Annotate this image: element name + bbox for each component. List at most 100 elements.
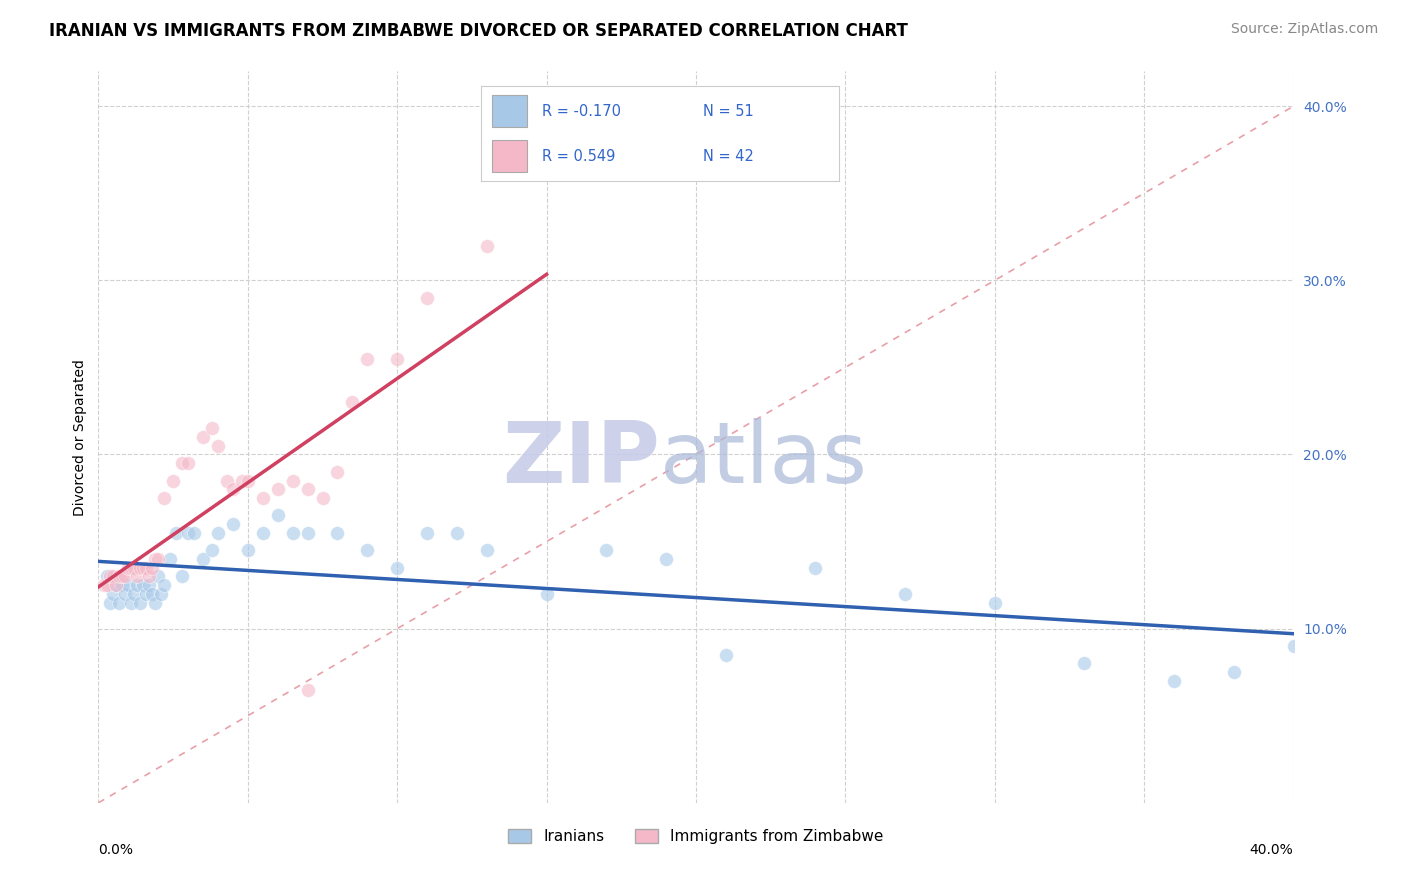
Point [114,587,136,601]
Point [297,682,319,697]
Point [281,525,304,540]
Point [356,543,378,558]
Point [138,578,160,592]
Point [894,587,917,601]
Point [135,587,157,601]
Point [252,525,274,540]
Point [804,560,827,574]
Point [191,430,214,444]
Point [153,491,176,505]
Text: 40.0%: 40.0% [1250,843,1294,857]
Point [222,483,245,497]
Point [96,578,118,592]
Point [135,560,157,574]
Text: 0.0%: 0.0% [98,843,134,857]
Point [475,543,498,558]
Point [267,508,290,523]
Point [108,595,131,609]
Y-axis label: Divorced or Separated: Divorced or Separated [73,359,87,516]
Text: atlas: atlas [661,417,868,500]
Point [201,543,224,558]
Point [159,552,181,566]
Point [281,474,304,488]
Point [148,552,170,566]
Point [141,587,163,601]
Point [129,560,152,574]
Point [172,569,194,583]
Point [162,474,184,488]
Point [416,291,439,305]
Point [138,569,160,583]
Text: IRANIAN VS IMMIGRANTS FROM ZIMBABWE DIVORCED OR SEPARATED CORRELATION CHART: IRANIAN VS IMMIGRANTS FROM ZIMBABWE DIVO… [49,22,908,40]
Point [114,569,136,583]
Point [183,525,205,540]
Point [172,456,194,470]
Point [127,569,149,583]
Point [714,648,737,662]
Point [141,560,163,574]
Point [356,351,378,366]
Point [326,525,349,540]
Point [311,491,333,505]
Point [385,560,409,574]
Point [475,238,498,252]
Point [231,474,253,488]
Point [267,483,290,497]
Point [191,552,214,566]
Point [177,525,200,540]
Point [236,474,259,488]
Text: Source: ZipAtlas.com: Source: ZipAtlas.com [1230,22,1378,37]
Point [124,560,146,574]
Point [207,525,229,540]
Point [236,543,259,558]
Point [105,578,128,592]
Point [252,491,274,505]
Point [98,595,122,609]
Point [93,578,115,592]
Point [120,560,142,574]
Point [132,578,155,592]
Point [385,351,409,366]
Point [207,439,229,453]
Point [153,578,176,592]
Point [124,587,146,601]
Point [1073,657,1095,671]
Point [655,552,678,566]
Point [222,517,245,532]
Point [103,587,125,601]
Point [96,569,118,583]
Point [98,569,122,583]
Point [297,525,319,540]
Point [595,543,617,558]
Point [446,525,468,540]
Point [536,587,558,601]
Point [984,595,1007,609]
Point [342,395,364,409]
Text: ZIP: ZIP [502,417,661,500]
Point [326,465,349,479]
Point [297,483,319,497]
Point [201,421,224,435]
Point [111,569,134,583]
Legend: Iranians, Immigrants from Zimbabwe: Iranians, Immigrants from Zimbabwe [502,822,890,850]
Point [143,595,166,609]
Point [1163,673,1185,688]
Point [103,569,125,583]
Point [148,569,170,583]
Point [416,525,439,540]
Point [177,456,200,470]
Point [117,578,139,592]
Point [150,587,173,601]
Point [111,578,134,592]
Point [127,578,149,592]
Point [117,560,139,574]
Point [129,595,152,609]
Point [215,474,238,488]
Point [143,552,166,566]
Point [105,578,128,592]
Point [165,525,187,540]
Point [108,569,131,583]
Point [132,560,155,574]
Point [1223,665,1246,680]
Point [1282,639,1305,653]
